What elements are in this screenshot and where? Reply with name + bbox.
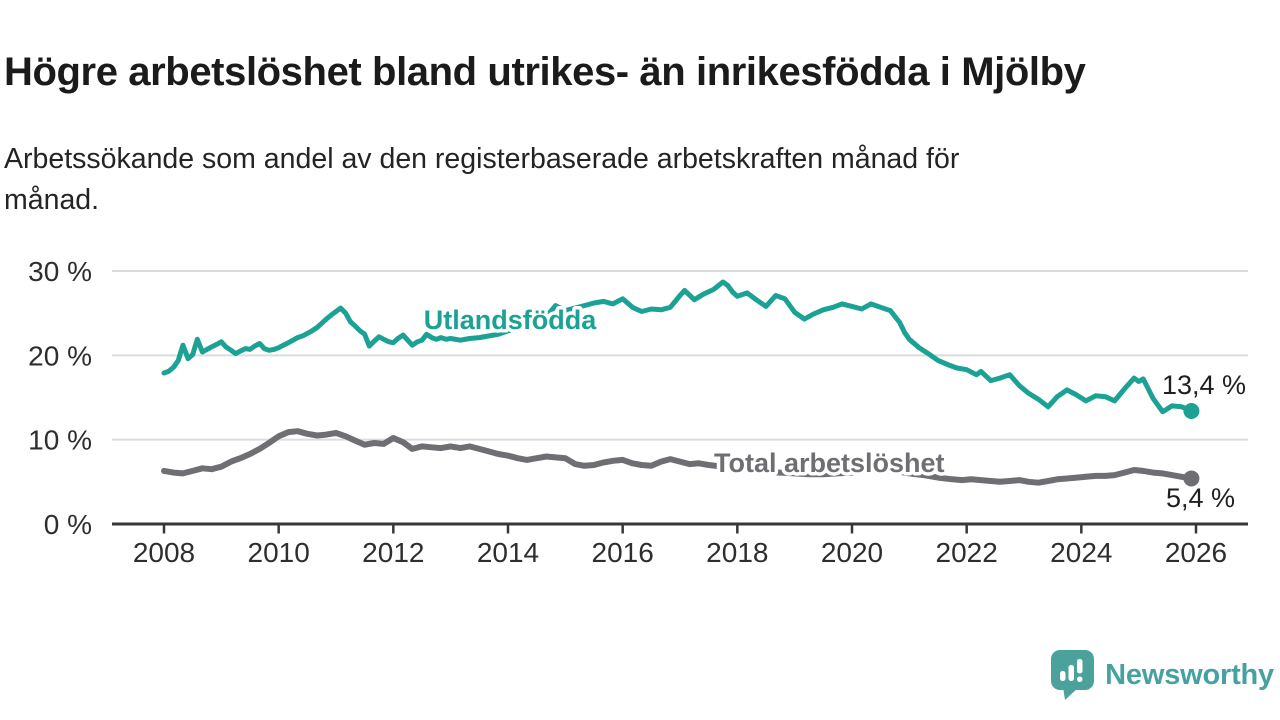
x-tick-label: 2008 (133, 537, 195, 568)
series-value-label-total: 5,4 % (1166, 483, 1235, 513)
series-end-dot-utlandsfodda (1183, 402, 1200, 419)
y-tick-label: 20 % (28, 340, 92, 371)
x-tick-label: 2014 (477, 537, 539, 568)
x-tick-label: 2024 (1050, 537, 1112, 568)
series-value-label-utlandsfodda: 13,4 % (1162, 370, 1246, 400)
x-tick-label: 2018 (706, 537, 768, 568)
series-label-total: Total arbetslöshet (714, 448, 945, 478)
y-tick-label: 10 % (28, 425, 92, 456)
page-title: Högre arbetslöshet bland utrikes- än inr… (4, 49, 1086, 94)
newsworthy-speech-bubble-bar-chart-icon (1051, 650, 1095, 700)
newsworthy-logo: Newsworthy (1050, 650, 1274, 700)
series-end-dot-total (1183, 470, 1200, 487)
series-line-total (161, 428, 1195, 486)
series-line-utlandsfodda (161, 279, 1194, 415)
x-tick-label: 2016 (592, 537, 654, 568)
x-tick-label: 2010 (248, 537, 310, 568)
x-tick-label: 2012 (362, 537, 424, 568)
x-tick-label: 2020 (821, 537, 883, 568)
series-label-utlandsfodda: Utlandsfödda (424, 305, 597, 335)
x-tick-label: 2022 (936, 537, 998, 568)
y-tick-label: 30 % (28, 256, 92, 287)
logo-text: Newsworthy (1105, 658, 1274, 691)
x-tick-label: 2026 (1165, 537, 1227, 568)
y-tick-label: 0 % (44, 509, 92, 540)
chart-subtitle: Arbetssökande som andel av den registerb… (4, 142, 960, 216)
